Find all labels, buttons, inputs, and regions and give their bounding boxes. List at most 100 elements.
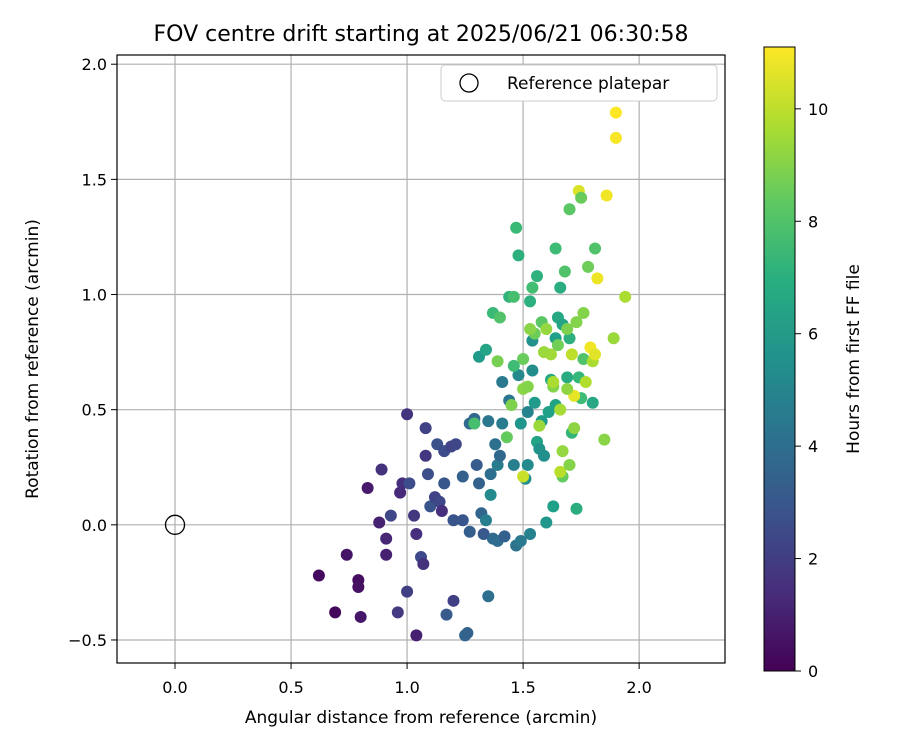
- data-point-119: [551, 339, 564, 352]
- colorbar-ticks: 0 2 4 6 8 10: [795, 100, 828, 681]
- data-point-124: [563, 203, 576, 216]
- data-point-24: [419, 449, 432, 462]
- x-tick-label-4: 2.0: [626, 678, 651, 697]
- data-point-131: [577, 306, 590, 319]
- colorbar-tick-label-2: 4: [808, 437, 818, 456]
- legend: Reference platepar: [440, 64, 718, 102]
- data-point-80: [537, 449, 550, 462]
- data-point-43: [463, 525, 476, 538]
- data-point-76: [528, 396, 541, 409]
- data-point-12: [394, 486, 407, 499]
- colorbar-tick-label-3: 6: [808, 325, 818, 344]
- data-point-5: [354, 610, 367, 623]
- data-point-105: [507, 290, 520, 303]
- data-point-33: [440, 608, 453, 621]
- plot-frame: [116, 54, 726, 664]
- data-point-18: [408, 509, 421, 522]
- data-point-133: [582, 260, 595, 273]
- data-point-126: [568, 422, 581, 435]
- data-point-58: [493, 449, 506, 462]
- data-point-61: [498, 530, 511, 543]
- data-point-8: [375, 463, 388, 476]
- data-point-97: [586, 396, 599, 409]
- data-point-143: [619, 290, 632, 303]
- y-tick-label-5: 2.0: [82, 55, 107, 74]
- data-point-23: [419, 422, 432, 435]
- data-point-35: [447, 514, 460, 527]
- data-point-121: [556, 445, 569, 458]
- data-point-17: [403, 477, 416, 490]
- data-point-148: [517, 470, 530, 483]
- reference-point: [164, 514, 186, 535]
- data-point-55: [489, 438, 502, 451]
- data-point-22: [417, 557, 430, 570]
- data-point-66: [514, 534, 527, 547]
- x-tick-label-2: 1.0: [394, 678, 419, 697]
- data-point-64: [507, 458, 520, 471]
- data-point-11: [384, 509, 397, 522]
- data-point-53: [484, 468, 497, 481]
- data-point-111: [526, 281, 539, 294]
- data-point-25: [421, 468, 434, 481]
- data-point-84: [547, 500, 560, 513]
- data-point-46: [473, 477, 486, 490]
- data-point-16: [401, 585, 414, 598]
- data-point-41: [461, 627, 474, 640]
- data-point-56: [491, 458, 504, 471]
- data-point-118: [549, 242, 562, 255]
- colorbar-tick-label-5: 10: [808, 100, 828, 119]
- x-axis-ticks: 0.0 0.5 1.0 1.5 2.0: [162, 663, 652, 697]
- data-point-37: [449, 438, 462, 451]
- data-point-59: [496, 376, 509, 389]
- legend-box: [440, 64, 718, 102]
- chart-title: FOV centre drift starting at 2025/06/21 …: [154, 22, 689, 47]
- data-point-108: [517, 353, 530, 365]
- data-point-102: [491, 355, 504, 368]
- data-point-142: [609, 106, 622, 119]
- x-tick-label-3: 1.5: [510, 678, 535, 697]
- colorbar-tick-label-0: 0: [808, 662, 818, 681]
- data-point-26: [424, 500, 437, 513]
- data-point-123: [561, 323, 574, 336]
- data-point-110: [524, 295, 537, 308]
- data-point-39: [456, 514, 469, 527]
- data-point-155: [507, 359, 520, 372]
- data-point-1: [329, 606, 342, 619]
- y-tick-label-2: 0.5: [82, 401, 107, 420]
- data-point-122: [558, 265, 571, 278]
- legend-marker: [459, 73, 479, 93]
- data-point-138: [598, 433, 611, 446]
- data-point-151: [524, 323, 537, 336]
- data-point-109: [521, 380, 534, 393]
- colorbar: 0 2 4 6 8 10 Hours from first FF file: [763, 46, 864, 681]
- x-tick-label-1: 0.5: [278, 678, 303, 697]
- data-point-19: [410, 528, 423, 541]
- data-point-145: [505, 399, 518, 412]
- data-point-139: [600, 189, 613, 202]
- data-point-154: [563, 458, 576, 471]
- data-point-150: [537, 346, 550, 359]
- colorbar-gradient: [764, 47, 795, 671]
- data-point-103: [493, 311, 506, 324]
- colorbar-frame: [763, 46, 796, 672]
- data-point-7: [373, 516, 386, 529]
- data-point-74: [526, 364, 539, 377]
- data-point-52: [484, 488, 497, 501]
- x-tick-label-0: 0.0: [162, 678, 187, 697]
- data-points: [312, 106, 632, 642]
- data-point-90: [561, 371, 574, 384]
- data-point-107: [512, 249, 525, 262]
- data-point-140: [607, 332, 620, 345]
- data-point-71: [521, 405, 534, 418]
- data-point-9: [380, 532, 393, 545]
- y-tick-label-0: −0.5: [68, 631, 107, 650]
- data-point-141: [609, 131, 622, 144]
- data-point-106: [510, 221, 523, 234]
- colorbar-label: Hours from first FF file: [844, 264, 864, 454]
- data-point-144: [468, 417, 481, 430]
- y-axis-label: Rotation from reference (arcmin): [23, 219, 43, 499]
- y-tick-label-1: 0.0: [82, 516, 107, 535]
- data-point-125: [565, 348, 578, 361]
- data-point-137: [591, 272, 604, 285]
- data-point-96: [577, 353, 590, 365]
